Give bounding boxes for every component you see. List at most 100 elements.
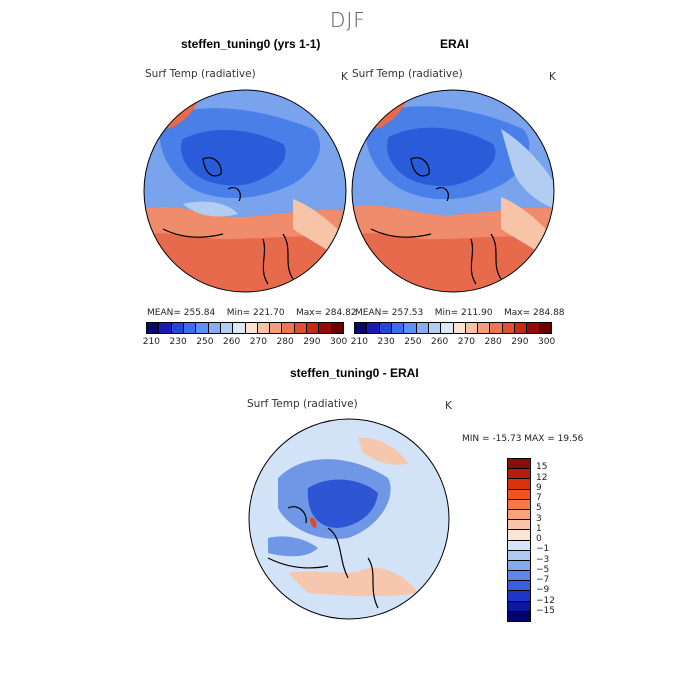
panel-diff-stats: MIN = -15.73 MAX = 19.56 bbox=[462, 434, 584, 444]
colorbar-diff-tick-label: 7 bbox=[536, 493, 542, 503]
colorbar-obs-ticks: 210 230 250 260 270 280 290 300 bbox=[346, 337, 560, 347]
panel-diff-variable-label: Surf Temp (radiative) bbox=[247, 398, 358, 410]
colorbar-model-swatch bbox=[196, 323, 209, 333]
colorbar-diff-tick-label: −3 bbox=[536, 554, 550, 565]
colorbar-diff-swatch bbox=[508, 459, 530, 470]
colorbar-obs-swatch bbox=[490, 323, 503, 333]
colorbar-diff-swatch bbox=[508, 520, 530, 531]
colorbar-diff-swatch bbox=[508, 509, 530, 521]
colorbar-diff-tick-label: 12 bbox=[536, 472, 548, 483]
colorbar-obs-swatch bbox=[367, 323, 380, 333]
colorbar-model-tick-label: 300 bbox=[330, 337, 348, 347]
colorbar-diff-tick-label: −9 bbox=[536, 585, 550, 596]
panel-model-units: K bbox=[341, 71, 348, 83]
colorbar-obs-tick-label: 300 bbox=[538, 337, 556, 347]
colorbar-model-swatch bbox=[257, 323, 271, 333]
colorbar-model-tick-label: 290 bbox=[303, 337, 321, 347]
colorbar-diff-tick-label: −15 bbox=[536, 605, 555, 616]
colorbar-diff-swatch bbox=[508, 550, 530, 561]
colorbar-diff-tick-label: 3 bbox=[536, 513, 542, 524]
colorbar-diff-swatch bbox=[508, 571, 530, 582]
colorbar-diff-tick-label: −1 bbox=[536, 544, 550, 555]
colorbar-obs-swatch bbox=[428, 323, 442, 333]
colorbar-diff-swatch bbox=[508, 479, 530, 490]
colorbar-model-swatch bbox=[183, 323, 197, 333]
colorbar-model-swatch bbox=[270, 323, 283, 333]
polar-map-model bbox=[143, 89, 347, 293]
colorbar-model-tick-label: 250 bbox=[196, 337, 214, 347]
colorbar-obs-swatch bbox=[527, 323, 540, 333]
colorbar-obs-swatch bbox=[453, 323, 466, 333]
season-title: DJF bbox=[330, 8, 366, 32]
colorbar-model-ticks: 210 230 250 260 270 280 290 300 bbox=[138, 337, 352, 347]
colorbar-diff-swatch bbox=[508, 530, 530, 541]
colorbar-diff-swatch bbox=[508, 591, 530, 602]
colorbar-obs-tick-label: 290 bbox=[511, 337, 529, 347]
colorbar-obs-swatch bbox=[502, 323, 516, 333]
colorbar-diff-swatch bbox=[508, 611, 530, 621]
panel-obs-variable-label: Surf Temp (radiative) bbox=[352, 68, 463, 80]
colorbar-obs-swatch bbox=[465, 323, 479, 333]
colorbar-diff-tick-label: 1 bbox=[536, 523, 542, 534]
colorbar-diff-tick-label: 15 bbox=[536, 462, 548, 473]
colorbar-diff-swatch bbox=[508, 601, 530, 612]
colorbar-diff-ticks: 15 12 9 7 5 3 1 0 −1 −3 −5 −7 −9 −12 −15 bbox=[536, 458, 576, 622]
colorbar-obs-tick-label: 250 bbox=[404, 337, 422, 347]
panel-obs-title: ERAI bbox=[440, 37, 469, 51]
colorbar-diff-tick-label: 0 bbox=[536, 534, 542, 544]
colorbar-obs-swatch bbox=[515, 323, 528, 333]
panel-obs-stats: MEAN= 257.53 Min= 211.90 Max= 284.88 bbox=[355, 308, 565, 318]
colorbar-model-tick-label: 280 bbox=[276, 337, 294, 347]
colorbar-diff-swatch bbox=[508, 499, 530, 510]
colorbar-obs-swatch bbox=[379, 323, 392, 333]
colorbar-obs bbox=[354, 322, 552, 334]
colorbar-model-swatch bbox=[331, 323, 343, 333]
colorbar-diff-tick-label: −12 bbox=[536, 595, 555, 606]
colorbar-obs-tick-label: 210 bbox=[350, 337, 368, 347]
colorbar-obs-swatch bbox=[478, 323, 491, 333]
colorbar-obs-swatch bbox=[441, 323, 454, 333]
colorbar-diff-tick-label: 9 bbox=[536, 482, 542, 493]
panel-diff-units: K bbox=[445, 400, 452, 412]
colorbar-model-swatch bbox=[171, 323, 184, 333]
colorbar-diff-tick-label: −7 bbox=[536, 575, 550, 585]
colorbar-obs-swatch bbox=[539, 323, 551, 333]
colorbar-diff-swatch bbox=[508, 469, 530, 480]
colorbar-model-swatch bbox=[147, 323, 160, 333]
colorbar-model-tick-label: 210 bbox=[142, 337, 160, 347]
panel-diff-title: steffen_tuning0 - ERAI bbox=[290, 366, 419, 380]
colorbar-diff bbox=[507, 458, 531, 622]
panel-model-mean: MEAN= 255.84 bbox=[147, 308, 216, 318]
colorbar-diff-tick-label: −5 bbox=[536, 564, 550, 575]
polar-map-diff bbox=[248, 418, 450, 620]
colorbar-diff-tick-label: 5 bbox=[536, 503, 542, 514]
colorbar-model-swatch bbox=[307, 323, 320, 333]
colorbar-obs-swatch bbox=[355, 323, 368, 333]
colorbar-model-tick-label: 270 bbox=[249, 337, 267, 347]
panel-model-variable-label: Surf Temp (radiative) bbox=[145, 68, 256, 80]
panel-obs-mean: MEAN= 257.53 bbox=[355, 308, 424, 318]
colorbar-obs-tick-label: 270 bbox=[457, 337, 475, 347]
colorbar-model-swatch bbox=[208, 323, 221, 333]
panel-obs-units: K bbox=[549, 71, 556, 83]
colorbar-model-tick-label: 260 bbox=[223, 337, 241, 347]
panel-obs-min: Min= 211.90 bbox=[434, 308, 493, 318]
colorbar-obs-tick-label: 230 bbox=[377, 337, 395, 347]
colorbar-obs-swatch bbox=[391, 323, 405, 333]
colorbar-obs-tick-label: 280 bbox=[484, 337, 502, 347]
panel-model-max: Max= 284.82 bbox=[296, 308, 357, 318]
panel-obs-max: Max= 284.88 bbox=[504, 308, 565, 318]
panel-model-min: Min= 221.70 bbox=[226, 308, 285, 318]
colorbar-model-swatch bbox=[245, 323, 258, 333]
colorbar-diff-swatch bbox=[508, 560, 530, 572]
colorbar-model-swatch bbox=[220, 323, 234, 333]
colorbar-diff-swatch bbox=[508, 540, 530, 551]
colorbar-model-swatch bbox=[282, 323, 295, 333]
polar-map-obs bbox=[351, 89, 555, 293]
panel-model-stats: MEAN= 255.84 Min= 221.70 Max= 284.82 bbox=[147, 308, 357, 318]
panel-model-title: steffen_tuning0 (yrs 1-1) bbox=[181, 37, 321, 51]
colorbar-model-swatch bbox=[159, 323, 172, 333]
colorbar-obs-tick-label: 260 bbox=[431, 337, 449, 347]
colorbar-model-swatch bbox=[294, 323, 308, 333]
